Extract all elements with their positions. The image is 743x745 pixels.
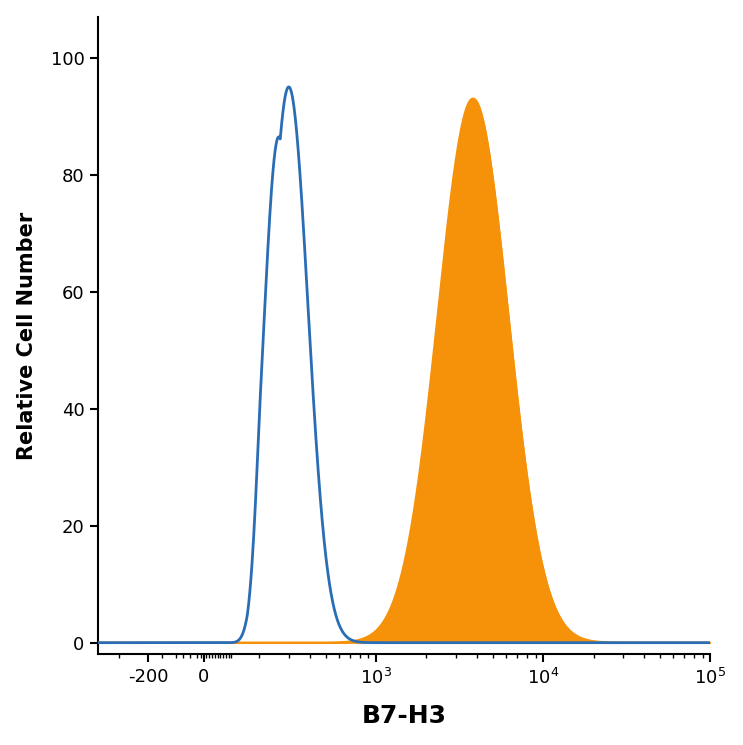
Y-axis label: Relative Cell Number: Relative Cell Number xyxy=(16,212,36,460)
X-axis label: B7-H3: B7-H3 xyxy=(362,704,447,729)
